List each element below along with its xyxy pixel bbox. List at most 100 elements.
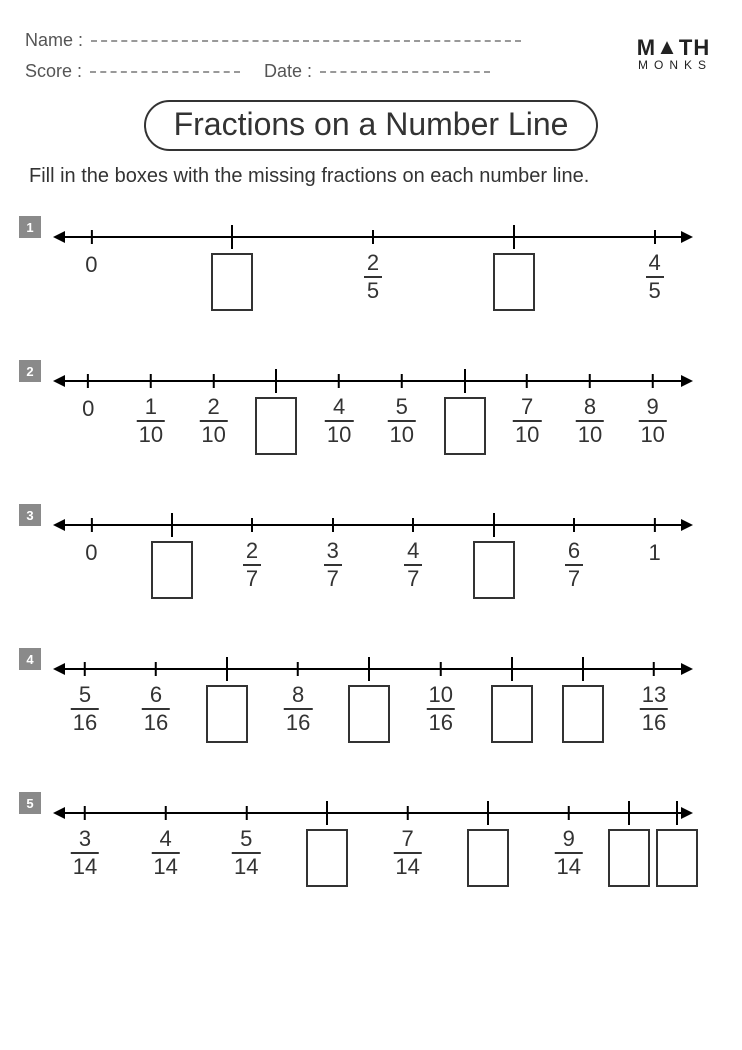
fraction-numerator: 4 xyxy=(157,828,173,850)
answer-box[interactable] xyxy=(467,829,509,887)
fraction-label: 1 10 xyxy=(137,396,165,446)
tick-mark xyxy=(338,374,340,388)
tick-mark xyxy=(150,374,152,388)
fraction-numerator: 13 xyxy=(640,684,668,706)
tick-mark xyxy=(589,374,591,388)
fraction-label: 7 14 xyxy=(393,828,421,878)
tick-mark xyxy=(493,513,495,537)
problems-container: 1 0 2 5 4 xyxy=(25,210,717,896)
date-label: Date : xyxy=(264,61,312,82)
date-blank[interactable] xyxy=(320,71,490,73)
tick-slot: 5 10 xyxy=(388,354,416,446)
fraction-numerator: 4 xyxy=(405,540,421,562)
answer-box[interactable] xyxy=(151,541,193,599)
tick-slot: 3 14 xyxy=(71,786,99,878)
fraction-numerator: 5 xyxy=(394,396,410,418)
tick-slot xyxy=(151,498,193,604)
tick-slot xyxy=(491,642,533,748)
answer-box[interactable] xyxy=(206,685,248,743)
answer-box[interactable] xyxy=(493,253,535,311)
fraction-denominator: 10 xyxy=(199,424,227,446)
answer-box[interactable] xyxy=(255,397,297,455)
ticks-row: 0 2 7 3 7 4 7 xyxy=(53,498,693,608)
answer-box[interactable] xyxy=(608,829,650,887)
fraction-label: 3 14 xyxy=(71,828,99,878)
score-date-row: Score : Date : xyxy=(25,61,545,82)
tick-mark xyxy=(251,518,253,532)
fraction-label: 5 16 xyxy=(71,684,99,734)
fraction-denominator: 10 xyxy=(638,424,666,446)
tick-slot: 7 10 xyxy=(513,354,541,446)
answer-box[interactable] xyxy=(491,685,533,743)
fraction-denominator: 7 xyxy=(405,568,421,590)
fraction-denominator: 16 xyxy=(640,712,668,734)
number-line: 3 14 4 14 5 14 7 14 9 14 xyxy=(53,786,717,896)
tick-slot: 8 10 xyxy=(576,354,604,446)
fraction-numerator: 2 xyxy=(365,252,381,274)
tick-mark xyxy=(654,518,656,532)
name-blank[interactable] xyxy=(91,40,521,42)
tick-slot: 7 14 xyxy=(393,786,421,878)
fraction-label: 6 16 xyxy=(142,684,170,734)
fraction-numerator: 9 xyxy=(561,828,577,850)
name-label: Name : xyxy=(25,30,83,51)
fraction-numerator: 8 xyxy=(290,684,306,706)
fraction-denominator: 14 xyxy=(393,856,421,878)
logo: M▲TH MONKS xyxy=(635,36,712,72)
tick-slot: 4 5 xyxy=(646,210,664,302)
tick-slot: 10 16 xyxy=(427,642,455,734)
answer-box[interactable] xyxy=(473,541,515,599)
fraction-label: 2 10 xyxy=(199,396,227,446)
tick-mark xyxy=(401,374,403,388)
whole-number-label: 1 xyxy=(648,540,660,566)
tick-mark xyxy=(653,662,655,676)
tick-slot: 4 10 xyxy=(325,354,353,446)
tick-mark xyxy=(487,801,489,825)
problem-number-badge: 4 xyxy=(19,648,41,670)
fraction-label: 13 16 xyxy=(640,684,668,734)
fraction-label: 8 10 xyxy=(576,396,604,446)
tick-slot: 0 xyxy=(85,498,97,566)
tick-slot xyxy=(467,786,509,892)
fraction-numerator: 3 xyxy=(325,540,341,562)
tick-mark xyxy=(368,657,370,681)
answer-box[interactable] xyxy=(348,685,390,743)
tick-mark xyxy=(90,230,92,244)
tick-mark xyxy=(87,374,89,388)
tick-slot: 1 xyxy=(648,498,660,566)
tick-slot xyxy=(656,786,698,892)
tick-mark xyxy=(372,230,374,244)
tick-mark xyxy=(326,801,328,825)
tick-slot: 5 14 xyxy=(232,786,260,878)
tick-slot xyxy=(562,642,604,748)
fraction-denominator: 14 xyxy=(151,856,179,878)
tick-mark xyxy=(654,230,656,244)
answer-box[interactable] xyxy=(562,685,604,743)
tick-slot: 4 14 xyxy=(151,786,179,878)
whole-number-label: 0 xyxy=(85,252,97,278)
tick-mark xyxy=(84,662,86,676)
fraction-label: 9 10 xyxy=(638,396,666,446)
problem-2: 2 0 1 10 2 10 xyxy=(25,354,717,464)
number-line: 0 2 5 4 5 xyxy=(53,210,717,320)
score-blank[interactable] xyxy=(90,71,240,73)
fraction-denominator: 16 xyxy=(142,712,170,734)
tick-mark xyxy=(582,657,584,681)
tick-slot xyxy=(444,354,486,460)
answer-box[interactable] xyxy=(306,829,348,887)
title-wrap: Fractions on a Number Line xyxy=(25,100,717,151)
fraction-label: 10 16 xyxy=(427,684,455,734)
answer-box[interactable] xyxy=(656,829,698,887)
tick-slot xyxy=(608,786,650,892)
fraction-label: 5 14 xyxy=(232,828,260,878)
tick-mark xyxy=(226,657,228,681)
number-line: 0 1 10 2 10 4 10 5 xyxy=(53,354,717,464)
answer-box[interactable] xyxy=(211,253,253,311)
fraction-numerator: 4 xyxy=(646,252,662,274)
problem-4: 4 5 16 6 16 8 16 10 16 13 xyxy=(25,642,717,752)
answer-box[interactable] xyxy=(444,397,486,455)
tick-mark xyxy=(652,374,654,388)
tick-mark xyxy=(513,225,515,249)
fraction-label: 4 10 xyxy=(325,396,353,446)
tick-mark xyxy=(155,662,157,676)
